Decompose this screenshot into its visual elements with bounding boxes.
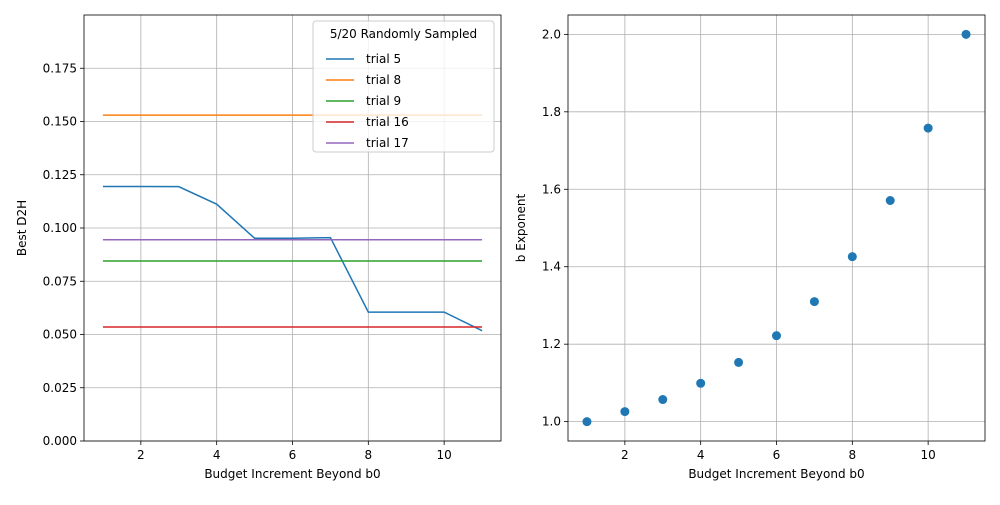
series-line-trial-5 (102, 185, 483, 332)
scatter-point (809, 297, 819, 307)
x-tick-label: 10 (436, 448, 451, 462)
legend-entry-label: trial 8 (366, 73, 401, 87)
scatter-point (696, 378, 706, 388)
scatter-point (885, 196, 895, 206)
x-tick-label: 6 (289, 448, 297, 462)
legend-box (312, 20, 495, 153)
x-tick-label: 2 (137, 448, 145, 462)
x-tick-label: 8 (364, 448, 372, 462)
y-tick-label: 0.025 (43, 381, 77, 395)
legend-entry-label: trial 16 (366, 115, 409, 129)
y-tick-label: 1.4 (542, 260, 561, 274)
left-x-ticks: 2 4 6 8 10 (137, 441, 452, 462)
y-tick-label: 1.8 (542, 105, 561, 119)
scatter-point (923, 123, 933, 133)
right-grid (568, 15, 985, 441)
right-y-axis-label: b Exponent (514, 194, 528, 263)
y-tick-label: 1.2 (542, 337, 561, 351)
b-exponent-scatter-chart: 2 4 6 8 10 1.0 1.2 1.4 1.6 1.8 2.0 Budget Increme… (514, 14, 986, 481)
right-x-axis-label: Budget Increment Beyond b0 (688, 467, 864, 481)
legend-entries: trial 5 trial 8 trial 9 trial 16 trial 17 (326, 52, 409, 150)
x-tick-label: 8 (848, 448, 856, 462)
right-y-ticks: 1.0 1.2 1.4 1.6 1.8 2.0 (542, 27, 568, 429)
x-tick-label: 10 (920, 448, 935, 462)
scatter-point (961, 29, 971, 39)
x-tick-label: 6 (773, 448, 781, 462)
y-tick-label: 0.150 (43, 115, 77, 129)
y-tick-label: 0.050 (43, 328, 77, 342)
scatter-point (658, 395, 668, 405)
x-tick-label: 2 (621, 448, 629, 462)
y-tick-label: 0.175 (43, 61, 77, 75)
right-points (582, 29, 971, 427)
legend-entry-label: trial 9 (366, 94, 401, 108)
d2h-line-chart: 2 4 6 8 10 0.000 0.025 0.050 0.075 0.100 0.125 0.1… (15, 14, 502, 481)
legend-entry-label: trial 17 (366, 136, 409, 150)
scatter-point (772, 331, 781, 341)
legend-entry-label: trial 5 (366, 52, 401, 66)
left-y-axis-label: Best D2H (15, 200, 29, 256)
y-tick-label: 0.075 (43, 274, 77, 288)
left-y-ticks: 0.000 0.025 0.050 0.075 0.100 0.125 0.150 0.175 (43, 61, 84, 448)
scatter-point (847, 252, 857, 262)
scatter-point (582, 417, 592, 427)
scatter-point (734, 357, 744, 367)
y-tick-label: 2.0 (542, 27, 561, 41)
right-x-ticks: 2 4 6 8 10 (621, 441, 936, 462)
left-x-axis-label: Budget Increment Beyond b0 (204, 467, 380, 481)
x-tick-label: 4 (697, 448, 705, 462)
y-tick-label: 0.100 (43, 221, 77, 235)
scatter-point (620, 407, 630, 417)
y-tick-label: 0.125 (43, 168, 77, 182)
y-tick-label: 0.000 (43, 434, 77, 448)
y-tick-label: 1.6 (542, 182, 561, 196)
y-tick-label: 1.0 (542, 415, 561, 429)
legend-title: 5/20 Randomly Sampled (330, 27, 477, 41)
x-tick-label: 4 (213, 448, 221, 462)
